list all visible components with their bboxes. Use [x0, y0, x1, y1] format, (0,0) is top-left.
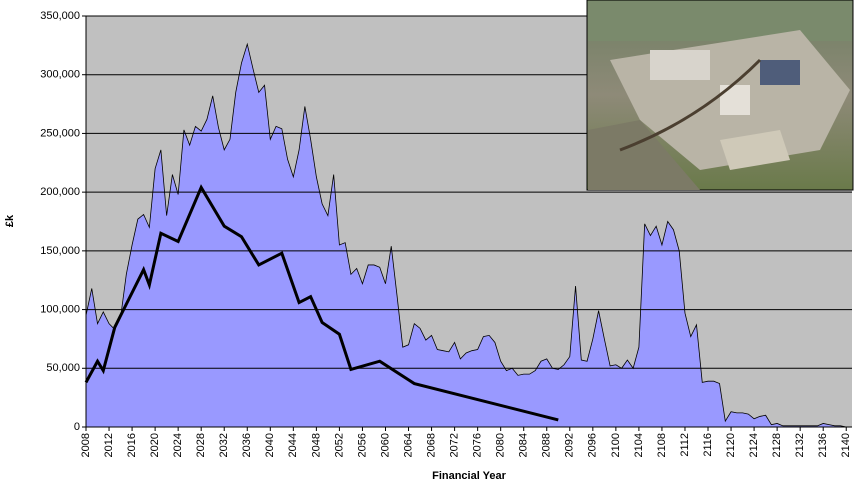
x-tick-label: 2072 — [449, 433, 461, 457]
area — [85, 42, 852, 428]
x-tick-label: 2040 — [264, 433, 276, 457]
x-tick-label: 2096 — [587, 433, 599, 457]
x-tick-label: 2016 — [126, 433, 138, 457]
y-tick-label: 250,000 — [40, 127, 80, 139]
x-tick-label: 2112 — [679, 433, 691, 457]
x-tick-label: 2132 — [794, 433, 806, 457]
y-tick-label: 150,000 — [40, 245, 80, 257]
x-tick-label: 2052 — [333, 433, 345, 457]
y-axis-title: £k — [4, 214, 16, 227]
photo — [586, 0, 854, 191]
x-tick-label: 2036 — [241, 433, 253, 457]
x-tick-label: 2008 — [80, 433, 92, 457]
x-tick-label: 2100 — [610, 433, 622, 457]
x-tick-label: 2128 — [771, 433, 783, 457]
x-tick-label: 2124 — [748, 433, 760, 457]
x-tick-label: 2088 — [541, 433, 553, 457]
y-tick-label: 0 — [74, 421, 80, 433]
y-tick-label: 350,000 — [40, 10, 80, 22]
x-tick-label: 2028 — [195, 433, 207, 457]
x-tick-label: 2104 — [633, 433, 645, 457]
x-tick-label: 2076 — [472, 433, 484, 457]
x-tick-label: 2064 — [402, 433, 414, 457]
x-tick-label: 2024 — [172, 433, 184, 457]
x-tick-label: 2108 — [656, 433, 668, 457]
x-tick-label: 2068 — [425, 433, 437, 457]
x-tick-label: 2120 — [725, 433, 737, 457]
x-tick-label: 2044 — [287, 433, 299, 457]
y-tick-label: 100,000 — [40, 303, 80, 315]
x-tick-label: 2092 — [564, 433, 576, 457]
x-tick-label: 2048 — [310, 433, 322, 457]
y-tick-label: 50,000 — [46, 362, 80, 374]
x-tick-label: 2056 — [356, 433, 368, 457]
x-tick-label: 2012 — [103, 433, 115, 457]
y-tick-label: 300,000 — [40, 69, 80, 81]
y-tick-label: 200,000 — [40, 186, 80, 198]
x-axis-title: Financial Year — [432, 470, 507, 482]
x-tick-label: 2140 — [840, 433, 852, 457]
x-tick-label: 2136 — [817, 433, 829, 457]
x-tick-label: 2080 — [495, 433, 507, 457]
x-tick-label: 2032 — [218, 433, 230, 457]
x-tick-label: 2084 — [518, 433, 530, 457]
x-tick-label: 2060 — [379, 433, 391, 457]
line — [84, 184, 559, 422]
x-tick-label: 2116 — [702, 433, 714, 457]
x-tick-label: 2020 — [149, 433, 161, 457]
